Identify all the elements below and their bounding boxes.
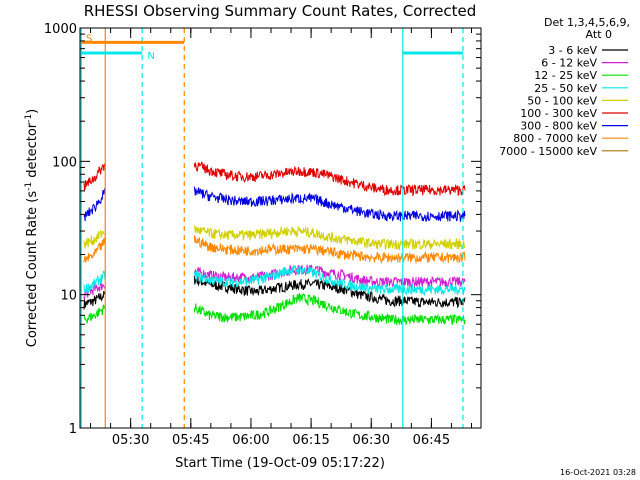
y-axis-label-sup1: -1 bbox=[24, 182, 34, 191]
series-100-300-keV bbox=[83, 161, 466, 197]
legend-label: 300 - 800 keV bbox=[520, 120, 597, 133]
y-axis-label-end: ) bbox=[25, 109, 40, 114]
series-6-12-keV bbox=[83, 264, 466, 300]
y-tick-label: 100 bbox=[52, 155, 77, 170]
legend-label: 6 - 12 keV bbox=[541, 57, 597, 70]
y-tick-label: 1000 bbox=[44, 22, 77, 37]
y-axis-label-mid: detector bbox=[25, 122, 40, 182]
legend-label: 100 - 300 keV bbox=[520, 107, 597, 120]
series-line bbox=[193, 275, 466, 309]
series-line bbox=[193, 292, 466, 327]
flag-label-n: N bbox=[147, 51, 154, 62]
series-25-50-keV bbox=[83, 264, 466, 297]
series-line bbox=[83, 304, 106, 324]
footer-stamp: 16-Oct-2021 03:28 bbox=[560, 468, 636, 477]
series-line bbox=[83, 270, 106, 294]
series-line bbox=[193, 264, 466, 297]
legend-label: 7000 - 15000 keV bbox=[499, 145, 597, 158]
series-300-800-keV bbox=[83, 186, 466, 223]
series-12-25-keV bbox=[83, 292, 466, 327]
series-line bbox=[83, 229, 106, 249]
series-line bbox=[83, 237, 106, 263]
series-line bbox=[193, 186, 466, 223]
y-axis-label: Corrected Count Rate (s-1 detector-1) bbox=[24, 109, 40, 347]
series-line bbox=[194, 224, 466, 251]
y-axis-label-sup2: -1 bbox=[24, 114, 34, 123]
series-line bbox=[83, 290, 106, 310]
legend-label: 12 - 25 keV bbox=[534, 69, 597, 82]
y-tick-label: 10 bbox=[60, 289, 77, 304]
legend-title-2: Att 0 bbox=[586, 28, 612, 41]
series-line bbox=[193, 161, 466, 197]
y-tick-label: 1 bbox=[69, 422, 77, 437]
plot-area: SN bbox=[80, 28, 466, 428]
plot-frame bbox=[79, 27, 482, 429]
legend-title-1: Det 1,3,4,5,6,9, bbox=[544, 16, 630, 29]
x-axis-label: Start Time (19-Oct-09 05:17:22) bbox=[175, 456, 385, 471]
x-tick-label: 06:30 bbox=[353, 433, 390, 448]
legend-label: 50 - 100 keV bbox=[527, 94, 597, 107]
legend-label: 25 - 50 keV bbox=[534, 82, 597, 95]
series-50-100-keV bbox=[83, 224, 466, 251]
series-line bbox=[193, 235, 466, 265]
y-axis: 1 10 100 1000 bbox=[44, 22, 481, 437]
legend-label: 800 - 7000 keV bbox=[513, 132, 597, 145]
x-tick-label: 06:45 bbox=[413, 433, 450, 448]
chart-title: RHESSI Observing Summary Count Rates, Co… bbox=[84, 2, 477, 20]
legend-label: 3 - 6 keV bbox=[548, 44, 597, 57]
series-line bbox=[193, 264, 466, 289]
x-tick-label: 05:45 bbox=[172, 433, 209, 448]
x-tick-label: 06:00 bbox=[232, 433, 269, 448]
y-axis-label-main: Corrected Count Rate (s bbox=[25, 191, 40, 348]
flag-label-s: S bbox=[86, 33, 92, 44]
x-axis: 05:30 05:45 06:00 06:15 06:30 06:45 bbox=[90, 28, 472, 448]
x-tick-label: 05:30 bbox=[112, 433, 149, 448]
series-line bbox=[83, 163, 106, 192]
series-3-6-keV bbox=[83, 275, 466, 310]
series-line bbox=[83, 187, 106, 222]
series-800-7000-keV bbox=[83, 235, 466, 265]
x-tick-label: 06:15 bbox=[292, 433, 329, 448]
